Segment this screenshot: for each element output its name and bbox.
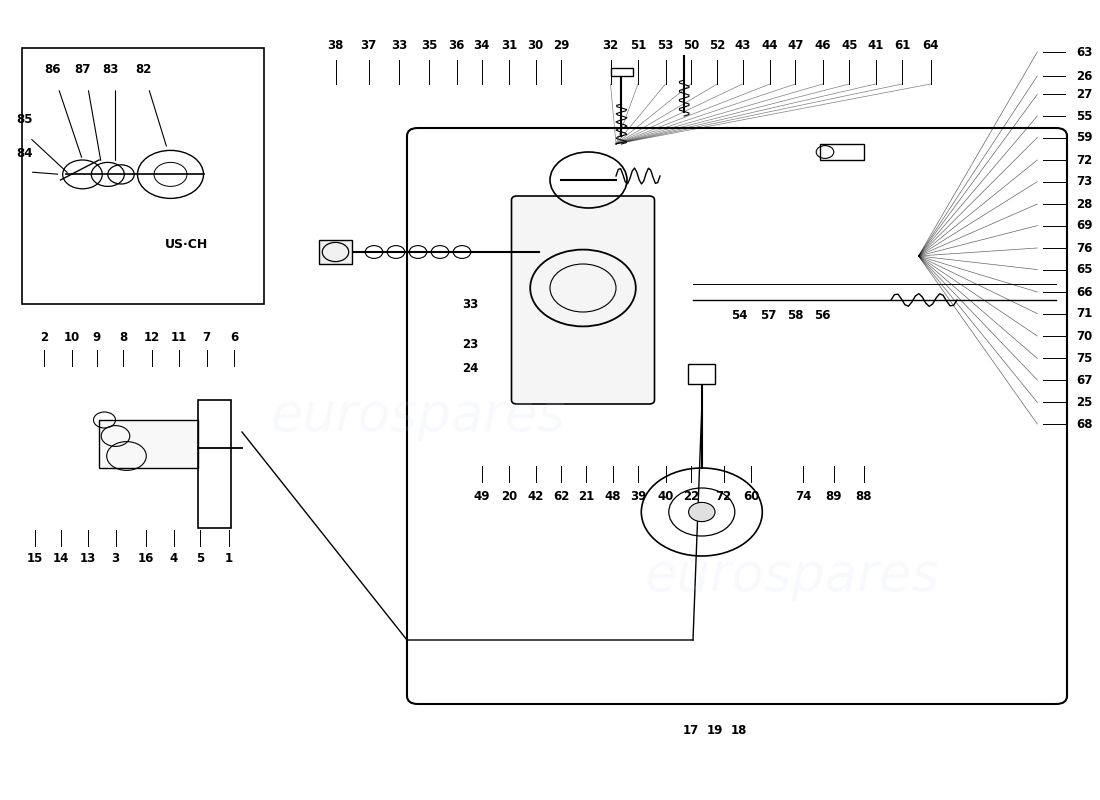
Text: 15: 15 (28, 552, 43, 565)
Text: 30: 30 (528, 39, 543, 52)
Bar (820, 144, 864, 160)
Text: 66: 66 (1076, 286, 1092, 298)
Text: 31: 31 (502, 39, 517, 52)
Text: 32: 32 (603, 39, 618, 52)
Text: 19: 19 (707, 724, 723, 737)
Text: 67: 67 (1076, 374, 1092, 386)
Text: 83: 83 (102, 63, 118, 76)
Text: 39: 39 (630, 490, 646, 502)
Text: 82: 82 (135, 63, 151, 76)
Text: 86: 86 (44, 63, 62, 76)
Text: 7: 7 (202, 331, 211, 344)
Text: 21: 21 (579, 490, 594, 502)
Text: 2: 2 (40, 331, 48, 344)
Text: 71: 71 (1076, 307, 1092, 320)
Text: 42: 42 (528, 490, 543, 502)
Text: 12: 12 (144, 331, 159, 344)
Text: 27: 27 (1076, 88, 1092, 101)
Text: 52: 52 (710, 39, 725, 52)
Text: 6: 6 (230, 331, 239, 344)
Text: 3: 3 (111, 552, 120, 565)
Text: eurospares: eurospares (645, 550, 939, 602)
Text: 16: 16 (139, 552, 154, 565)
Bar (319, 240, 352, 264)
Text: 85: 85 (15, 113, 33, 126)
Text: 51: 51 (630, 39, 646, 52)
Text: 70: 70 (1076, 330, 1092, 342)
Text: 89: 89 (825, 490, 843, 502)
Text: 72: 72 (716, 490, 732, 502)
Text: 46: 46 (814, 39, 832, 52)
Text: eurospares: eurospares (271, 390, 565, 442)
Text: 49: 49 (473, 490, 491, 502)
Text: 57: 57 (760, 309, 775, 322)
Text: 20: 20 (502, 490, 517, 502)
Bar (610, 68, 632, 76)
Text: 9: 9 (92, 331, 101, 344)
Text: 29: 29 (553, 39, 569, 52)
Text: 18: 18 (732, 724, 747, 737)
Text: 65: 65 (1076, 263, 1092, 276)
Text: 45: 45 (842, 39, 858, 52)
Text: 28: 28 (1076, 198, 1092, 210)
Text: 1: 1 (224, 552, 233, 565)
Text: 23: 23 (462, 338, 478, 350)
Text: 34: 34 (474, 39, 490, 52)
Text: 69: 69 (1076, 219, 1092, 232)
Text: 38: 38 (328, 39, 343, 52)
Text: 11: 11 (172, 331, 187, 344)
Text: 84: 84 (15, 147, 33, 160)
Text: 44: 44 (761, 39, 779, 52)
Text: 72: 72 (1076, 154, 1092, 166)
Circle shape (689, 502, 715, 522)
Text: 40: 40 (658, 490, 673, 502)
Text: 4: 4 (169, 552, 178, 565)
Text: 33: 33 (392, 39, 407, 52)
Text: 55: 55 (1076, 110, 1092, 122)
Text: 48: 48 (605, 490, 620, 502)
Bar (688, 364, 715, 384)
Text: 13: 13 (80, 552, 96, 565)
Text: 35: 35 (421, 39, 437, 52)
Text: 26: 26 (1076, 70, 1092, 82)
Text: 64: 64 (922, 39, 939, 52)
Text: 50: 50 (683, 39, 698, 52)
Text: 36: 36 (449, 39, 464, 52)
Text: 17: 17 (683, 724, 698, 737)
Text: 88: 88 (856, 490, 871, 502)
Text: 74: 74 (795, 490, 811, 502)
Text: 14: 14 (53, 552, 68, 565)
Text: 25: 25 (1076, 396, 1092, 409)
Text: 5: 5 (196, 552, 205, 565)
Text: 62: 62 (553, 490, 569, 502)
Text: 47: 47 (788, 39, 803, 52)
Text: 56: 56 (814, 309, 832, 322)
Text: 24: 24 (462, 362, 478, 374)
Text: 8: 8 (119, 331, 128, 344)
Text: 76: 76 (1076, 242, 1092, 254)
Text: 37: 37 (361, 39, 376, 52)
Text: 59: 59 (1076, 131, 1092, 144)
Text: 43: 43 (735, 39, 750, 52)
Text: 60: 60 (744, 490, 759, 502)
FancyBboxPatch shape (512, 196, 654, 404)
Text: 87: 87 (75, 63, 90, 76)
Text: 41: 41 (868, 39, 883, 52)
Text: 22: 22 (683, 490, 698, 502)
Text: 68: 68 (1076, 418, 1092, 430)
Text: 73: 73 (1076, 175, 1092, 188)
Bar (99, 420, 198, 468)
Text: 10: 10 (64, 331, 79, 344)
Text: 33: 33 (462, 298, 478, 310)
Bar (22, 48, 264, 304)
Text: 75: 75 (1076, 352, 1092, 365)
Text: 54: 54 (732, 309, 748, 322)
Text: 63: 63 (1076, 46, 1092, 58)
Text: 53: 53 (658, 39, 673, 52)
FancyBboxPatch shape (407, 128, 1067, 704)
Text: 61: 61 (894, 39, 910, 52)
Text: US·CH: US·CH (165, 238, 209, 250)
Text: 58: 58 (786, 309, 803, 322)
